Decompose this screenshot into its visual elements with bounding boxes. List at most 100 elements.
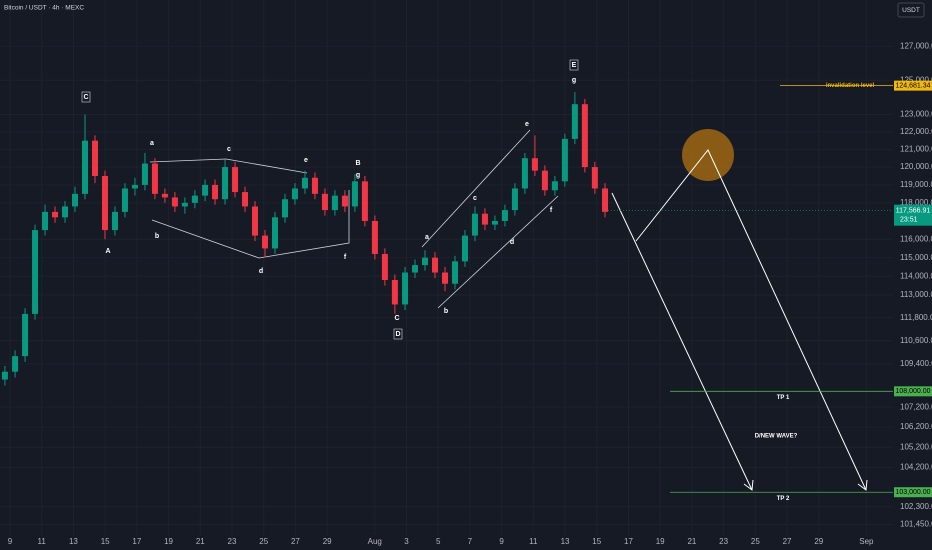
- level-price: 103,000.00: [895, 489, 930, 496]
- target-circle: [682, 129, 734, 181]
- currency-box: [897, 2, 925, 18]
- triangle-upper: [149, 158, 308, 174]
- candles: [1, 92, 609, 386]
- currency: USDT: [902, 7, 920, 14]
- candle-body: [461, 235, 468, 262]
- candle-body: [451, 261, 458, 284]
- x-tick-label: 13: [69, 537, 78, 546]
- candle-body: [72, 193, 79, 207]
- y-tick-label: 118,000.00: [900, 198, 932, 207]
- candle-body: [491, 220, 498, 225]
- candle-body: [371, 220, 378, 254]
- candle-body: [131, 184, 138, 189]
- candle-body: [501, 210, 508, 221]
- candle-body: [281, 199, 288, 218]
- candle-body: [541, 170, 548, 191]
- wave-label: b: [155, 233, 159, 240]
- last-price: 117,566.91: [896, 208, 931, 215]
- x-tick-label: Sep: [859, 537, 874, 546]
- candle-body: [12, 356, 19, 372]
- candle-body: [361, 181, 368, 221]
- y-tick-label: 106,200.00: [900, 422, 932, 431]
- last-price-box: [894, 204, 932, 226]
- candle-body: [32, 230, 39, 314]
- wave-label: c: [227, 146, 231, 153]
- y-tick-label: 113,000.00: [900, 290, 932, 299]
- candle-body: [321, 193, 328, 211]
- x-tick-label: 19: [164, 537, 173, 546]
- y-tick-label: 114,000.00: [900, 271, 932, 280]
- candle-body: [212, 184, 219, 200]
- wave-label: B: [355, 160, 360, 167]
- level-price: 124,681.34: [895, 82, 930, 89]
- candle-body: [412, 265, 419, 273]
- x-tick-label: 29: [323, 537, 332, 546]
- wave-label: c: [473, 195, 477, 202]
- wave-label: d: [259, 268, 263, 275]
- x-tick-label: 23: [228, 537, 237, 546]
- candle-body: [171, 197, 178, 207]
- x-tick-label: 13: [561, 537, 570, 546]
- candle-body: [82, 140, 89, 194]
- y-tick-label: 115,000.00: [900, 253, 932, 262]
- y-tick-label: 121,000.00: [900, 145, 932, 154]
- candle-body: [351, 181, 358, 207]
- candle-body: [191, 195, 198, 203]
- level-price-box: [894, 386, 932, 397]
- candle-body: [432, 257, 439, 273]
- candle-body: [42, 211, 49, 231]
- candle-body: [521, 158, 528, 189]
- candle-body: [301, 177, 308, 189]
- y-tick-label: 119,000.00: [900, 180, 932, 189]
- wave-label: e: [304, 157, 308, 164]
- candle-body: [571, 104, 578, 139]
- x-tick-label: 15: [592, 537, 601, 546]
- candle-body: [551, 181, 558, 191]
- y-tick-label: 122,000.00: [900, 127, 932, 136]
- y-tick-label: 123,000.00: [900, 110, 932, 119]
- candle-body: [602, 188, 609, 212]
- channel-lower: [437, 195, 559, 309]
- candle-body: [222, 167, 229, 200]
- arrow-head: [743, 479, 754, 491]
- x-tick-label: 9: [8, 537, 13, 546]
- candle-body: [62, 206, 69, 218]
- wave-label: C: [83, 94, 88, 101]
- candle-body: [402, 272, 409, 305]
- annotation: D/NEW WAVE?: [755, 434, 798, 440]
- candle-body: [531, 158, 538, 171]
- wave-label-box: [81, 91, 91, 103]
- triangle-lower: [151, 190, 350, 259]
- candle-body: [481, 213, 488, 225]
- y-tick-label: 107,200.00: [900, 402, 932, 411]
- x-tick-label: 17: [132, 537, 141, 546]
- x-tick-label: 27: [783, 537, 792, 546]
- wave-label-box: [569, 59, 579, 71]
- x-tick-label: 7: [468, 537, 473, 546]
- x-tick-label: 19: [656, 537, 665, 546]
- arrow-head: [857, 479, 868, 491]
- wave-label: f: [550, 207, 553, 214]
- candle-body: [271, 217, 278, 249]
- x-tick-label: 9: [499, 537, 504, 546]
- wave-label: E: [572, 62, 577, 69]
- y-tick-label: 111,800.00: [900, 313, 932, 322]
- candle-body: [471, 213, 478, 236]
- candle-body: [511, 188, 518, 211]
- x-tick-label: 21: [196, 537, 205, 546]
- y-tick-label: 102,300.00: [900, 502, 932, 511]
- candle-body: [311, 177, 318, 194]
- x-tick-label: 25: [751, 537, 760, 546]
- y-tick-label: 116,000.00: [900, 234, 932, 243]
- y-tick-label: 120,000.00: [900, 162, 932, 171]
- candle-body: [252, 206, 259, 236]
- y-tick-label: 105,200.00: [900, 442, 932, 451]
- wave-label: g: [356, 172, 360, 179]
- x-tick-label: 11: [38, 537, 47, 546]
- candle-body: [581, 104, 588, 168]
- projection-arrow: [611, 192, 753, 491]
- candle-body: [291, 188, 298, 200]
- candle-body: [242, 192, 249, 207]
